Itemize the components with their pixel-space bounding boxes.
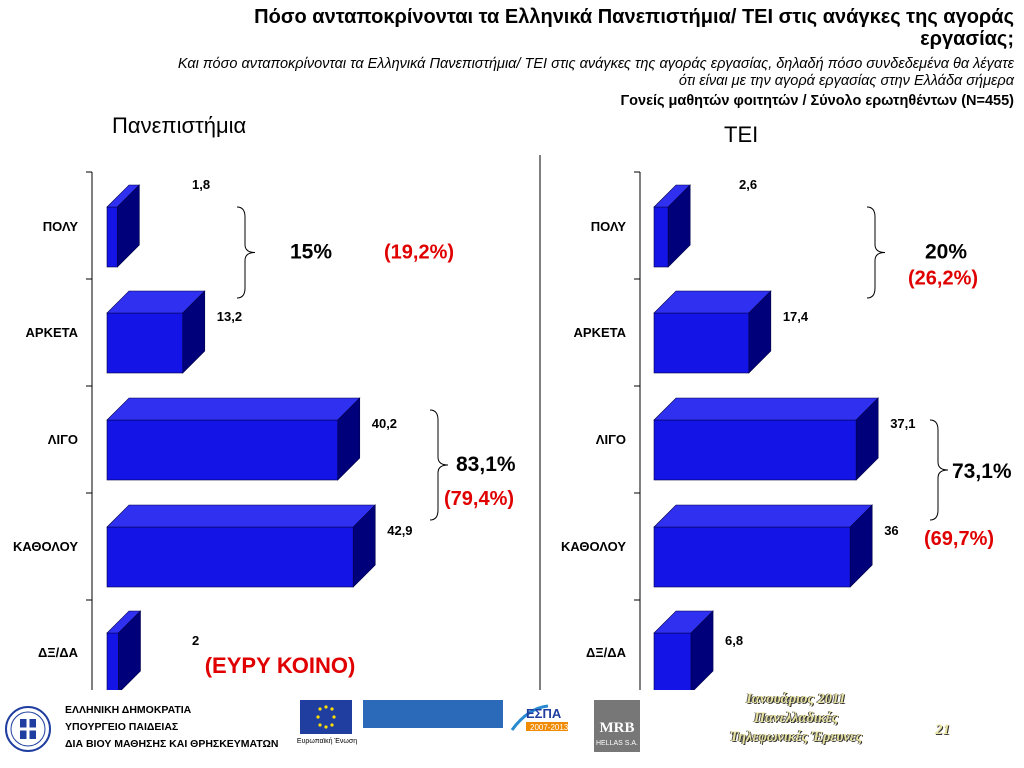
bar-side — [748, 290, 772, 374]
bar-side — [337, 397, 361, 481]
bar-front — [653, 206, 669, 268]
chart-title-tei: ΤΕΙ — [724, 122, 759, 147]
title-line2: εργασίας; — [920, 28, 1014, 50]
bar-charts: ΠΟΛΥ 1,8 ΑΡΚΕΤΑ 13,2 ΛΙΓΟ 40,2 ΚΑΘΟΛΟΥ 42,9 ΔΞ/Δ… — [13, 155, 1012, 690]
value-label: 37,1 — [890, 416, 915, 431]
espa-logo: ΕΣΠΑ 2007-2013 — [510, 704, 569, 732]
bar-front — [106, 526, 354, 588]
category-label: ΔΞ/ΔΑ — [38, 645, 79, 660]
subtitle-line2: ότι είναι με την αγορά εργασίας στην Ελλ… — [678, 73, 1014, 89]
brace — [866, 206, 886, 299]
eu-flag-icon — [300, 700, 352, 734]
bar-top — [106, 397, 361, 421]
brace — [236, 206, 256, 299]
category-label: ΛΙΓΟ — [48, 432, 78, 447]
total-annotation: 15% — [290, 241, 332, 264]
ministry-line1: ΕΛΛΗΝΙΚΗ ΔΗΜΟΚΡΑΤΙΑ — [65, 704, 192, 716]
eu-label: Ευρωπαϊκή Ένωση — [296, 738, 358, 745]
bar-top — [106, 504, 376, 528]
bar-side — [690, 610, 714, 690]
bar-side — [855, 397, 879, 481]
bar-side — [352, 504, 376, 588]
bar-front — [653, 419, 857, 481]
comparison-annotation: (79,4%) — [444, 488, 514, 510]
subtitle-line1: Και πόσο ανταποκρίνονται τα Ελληνικά Παν… — [177, 56, 1014, 72]
title-line1: Πόσο ανταποκρίνονται τα Ελληνικά Πανεπισ… — [254, 6, 1014, 28]
ministry-line2: ΥΠΟΥΡΓΕΙΟ ΠΑΙΔΕΙΑΣ — [65, 721, 179, 733]
subtitle: Και πόσο ανταποκρίνονται τα Ελληνικά Παν… — [4, 56, 1014, 90]
value-label: 36 — [884, 523, 898, 538]
espa-years: 2007-2013 — [530, 723, 569, 732]
ministry-line3: ΔΙΑ ΒΙΟΥ ΜΑΘΗΣΗΣ ΚΑΙ ΘΡΗΣΚΕΥΜΑΤΩΝ — [65, 738, 279, 750]
total-annotation: 83,1% — [456, 453, 516, 476]
value-label: 40,2 — [372, 416, 397, 431]
survey-line1: Ιανουάριος 2011 — [746, 691, 846, 707]
survey-line3: Τηλεφωνικές Έρευνες — [729, 729, 863, 745]
survey-info: Ιανουάριος 2011 Πανελλαδικές Τηλεφωνικές… — [696, 690, 896, 747]
page-number: 21 — [935, 722, 950, 738]
bar-side — [117, 184, 140, 268]
bar-front — [653, 312, 750, 374]
ministry-label: ΕΛΛΗΝΙΚΗ ΔΗΜΟΚΡΑΤΙΑ ΥΠΟΥΡΓΕΙΟ ΠΑΙΔΕΙΑΣ Δ… — [65, 702, 279, 753]
sample-note: Γονείς μαθητών φοιτητών / Σύνολο ερωτηθέ… — [620, 93, 1014, 109]
chart-title-universities: Πανεπιστήμια — [112, 113, 247, 138]
bar-front — [106, 312, 184, 374]
bar-top — [653, 397, 879, 421]
value-label: 42,9 — [387, 523, 412, 538]
survey-line2: Πανελλαδικές — [753, 710, 839, 726]
brace — [929, 419, 949, 521]
education-programme-logo — [363, 700, 503, 728]
comparison-annotation: (19,2%) — [384, 242, 454, 264]
value-label: 2 — [192, 633, 199, 648]
value-label: 6,8 — [725, 633, 743, 648]
category-label: ΑΡΚΕΤΑ — [26, 325, 79, 340]
comparison-annotation: (69,7%) — [924, 528, 994, 550]
greek-emblem-icon — [5, 706, 51, 752]
bar-side — [849, 504, 873, 588]
category-label: ΚΑΘΟΛΟΥ — [13, 539, 78, 554]
total-annotation: 20% — [925, 241, 967, 264]
value-label: 17,4 — [783, 309, 809, 324]
category-label: ΚΑΘΟΛΟΥ — [561, 539, 626, 554]
mrb-logo: MRB — [594, 700, 640, 752]
bar-side — [182, 290, 206, 374]
value-label: 13,2 — [217, 309, 242, 324]
bar-front — [106, 419, 339, 481]
bar-side — [667, 184, 691, 268]
espa-text: ΕΣΠΑ — [526, 706, 562, 721]
bar-front — [106, 206, 118, 268]
value-label: 2,6 — [739, 177, 757, 192]
value-label: 1,8 — [192, 177, 210, 192]
total-annotation: 73,1% — [952, 460, 1012, 483]
category-label: ΔΞ/ΔΑ — [586, 645, 627, 660]
bar-front — [653, 526, 851, 588]
category-label: ΑΡΚΕΤΑ — [574, 325, 627, 340]
comparison-annotation: (26,2%) — [908, 268, 978, 290]
category-label: ΠΟΛΥ — [591, 219, 627, 234]
bar-side — [118, 610, 141, 690]
audience-note: (ΕΥΡΥ ΚΟΙΝΟ) — [204, 653, 356, 678]
mrb-text: MRB — [599, 720, 635, 736]
category-label: ΛΙΓΟ — [596, 432, 626, 447]
brace — [429, 409, 449, 521]
bar-top — [653, 504, 873, 528]
page-title: Πόσο ανταποκρίνονται τα Ελληνικά Πανεπισ… — [14, 6, 1014, 50]
bar-front — [653, 632, 692, 690]
mrb-sub: HELLAS S.A. — [595, 740, 639, 747]
category-label: ΠΟΛΥ — [43, 219, 79, 234]
